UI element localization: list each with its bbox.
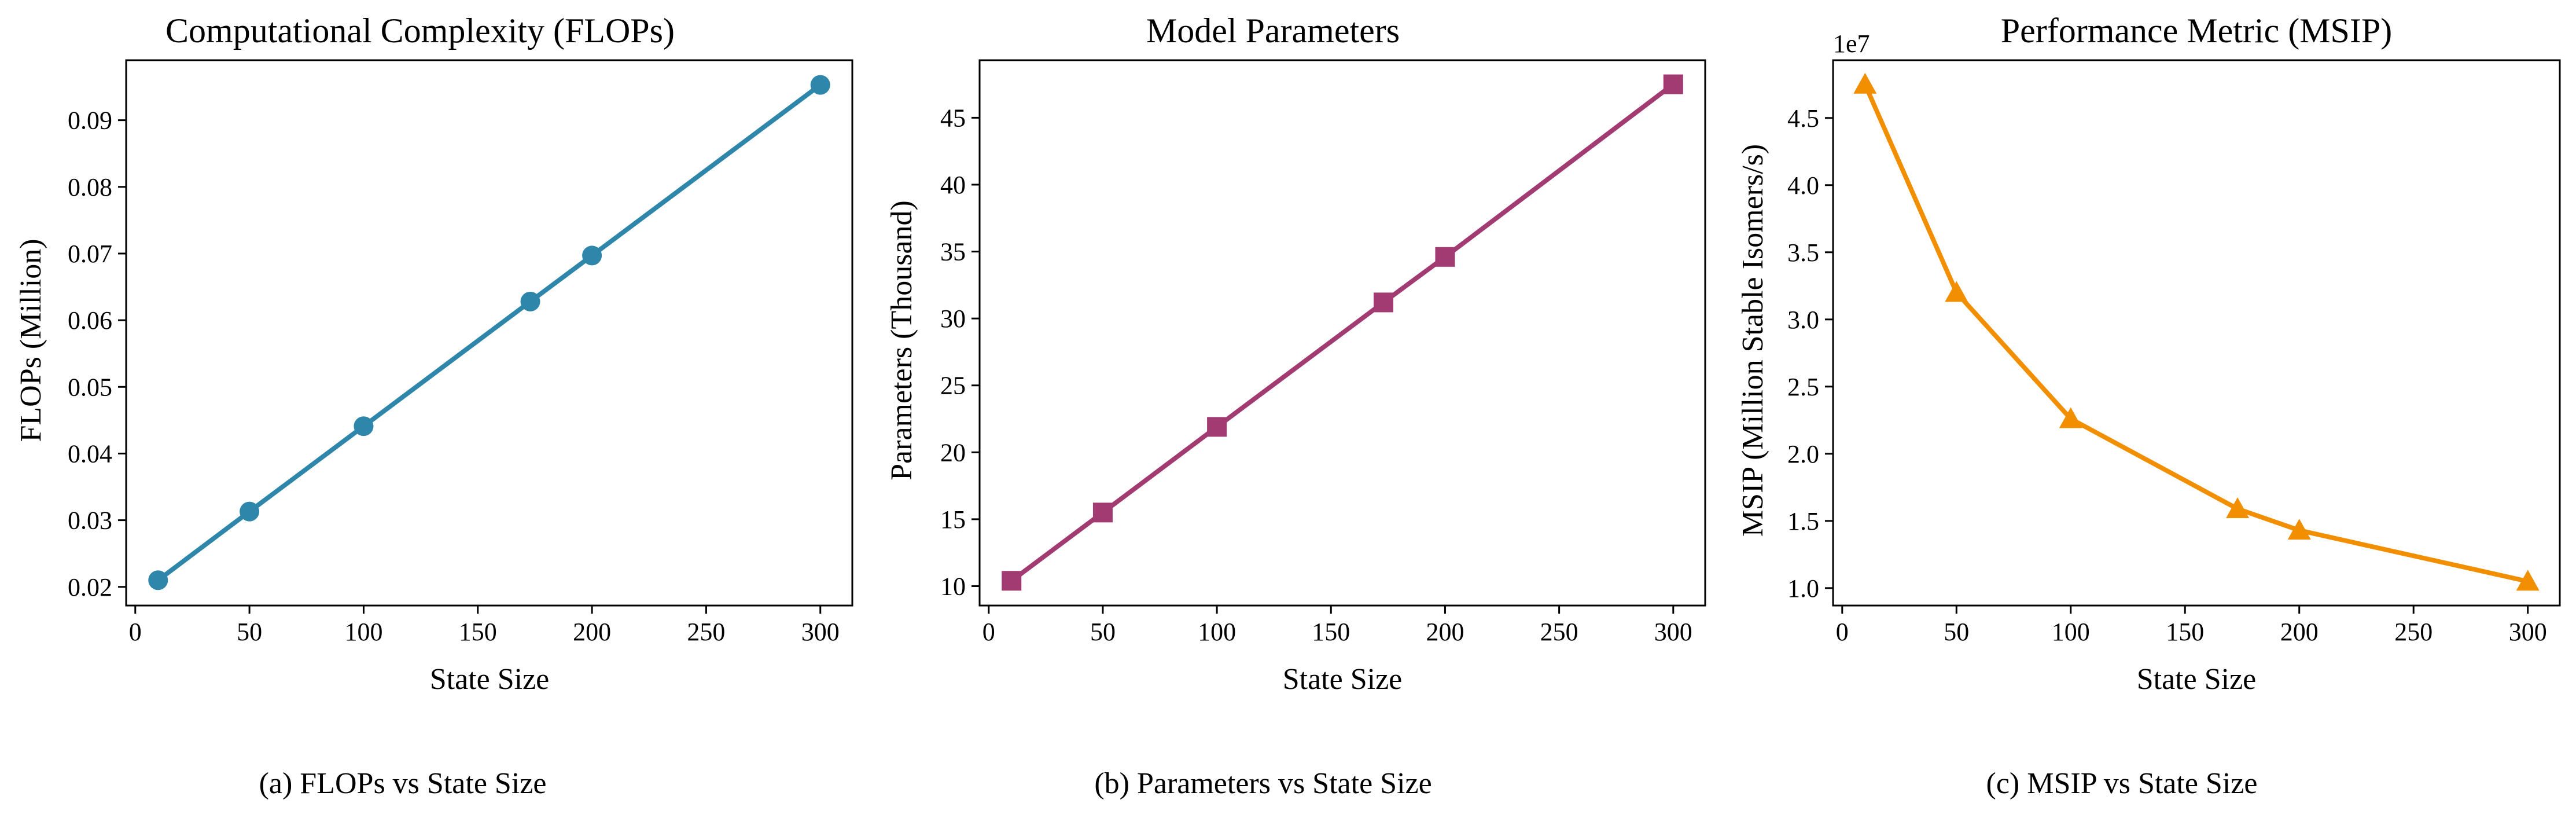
panel-c-xtick-label: 250 (2394, 618, 2433, 646)
panel-a-xtick-label: 50 (237, 618, 262, 646)
panel-a-axes-frame (125, 59, 853, 607)
panel-c-ytick-label: 1.0 (1787, 574, 1819, 603)
panel-b: Model Parameters 0 50 100 150 200 250 300 10 15 2… (885, 12, 1706, 800)
panel-b-caption: (b) Parameters vs State Size (1094, 767, 1431, 800)
panel-a-ytick-label: 0.06 (68, 306, 112, 335)
panel-a-xtick-label: 100 (344, 618, 382, 646)
panel-b-title: Model Parameters (1146, 12, 1400, 50)
panel-b-data-point (1373, 292, 1393, 313)
panel-a-ytick-label: 0.04 (68, 439, 112, 468)
panel-c-ytick-label: 2.5 (1787, 373, 1819, 401)
panel-c-ytick-label: 3.0 (1787, 306, 1819, 334)
panel-a-xtick-label: 200 (573, 618, 611, 646)
panel-a-data-point (240, 501, 260, 522)
panel-a-caption: (a) FLOPs vs State Size (259, 767, 547, 800)
panel-b-ytick-label: 35 (940, 238, 966, 266)
panel-c-xtick-label: 200 (2280, 618, 2319, 646)
panel-a-plot: 0 50 100 150 200 250 300 0.02 0.03 0.04 0.05 0.06 0.… (68, 59, 853, 646)
panel-a-data-point (582, 245, 602, 266)
panel-b-data-point (1435, 247, 1455, 267)
panel-c-xtick-label: 0 (1836, 618, 1849, 646)
panel-b-ytick-label: 40 (940, 171, 966, 199)
panel-c-ytick-label: 2.0 (1787, 440, 1819, 468)
panel-c: Performance Metric (MSIP) 0 50 100 150 200 25… (1736, 12, 2561, 800)
panel-b-xtick-label: 0 (982, 618, 995, 646)
panel-c-axes-frame (1832, 59, 2561, 607)
panel-b-axes-frame (978, 59, 1706, 607)
panel-b-xtick-label: 150 (1312, 618, 1350, 646)
panel-c-data-point (1945, 281, 1968, 302)
panel-a-ytick-label: 0.03 (68, 507, 112, 535)
panel-b-series-line (1010, 82, 1675, 583)
panel-b-data-point (1092, 502, 1113, 523)
panel-c-ytick-label: 4.5 (1787, 104, 1819, 133)
panel-b-ytick-label: 20 (940, 438, 966, 467)
panel-a-xtick-label: 150 (459, 618, 497, 646)
panel-c-data-point (2059, 407, 2082, 428)
panel-c-title: Performance Metric (MSIP) (2001, 12, 2392, 50)
panel-c-xtick-label: 150 (2166, 618, 2204, 646)
panel-c-xlabel: State Size (2137, 663, 2257, 696)
panel-b-ytick-label: 15 (940, 505, 966, 534)
panel-b-ytick-label: 25 (940, 372, 966, 400)
panel-a-data-point (520, 291, 540, 311)
panel-c-ylabel: MSIP (Million Stable Isomers/s) (1736, 144, 1769, 537)
panel-a-xtick-label: 0 (129, 618, 142, 646)
panel-c-plot: 0 50 100 150 200 250 300 1.0 1.5 2.0 2.5 3.0 3.5 4.0 4… (1787, 59, 2561, 646)
panel-a-data-point (354, 416, 374, 436)
panel-c-data-point (2287, 519, 2311, 540)
panel-b-data-point (1663, 74, 1683, 94)
panel-b-ytick-label: 45 (940, 104, 966, 132)
panel-a-ytick-label: 0.09 (68, 107, 112, 135)
panel-a-title: Computational Complexity (FLOPs) (165, 12, 675, 50)
panel-c-xtick-label: 50 (1944, 618, 1969, 646)
panel-a-ytick-label: 0.02 (68, 573, 112, 601)
panel-c-data-point (1853, 72, 1877, 94)
panel-c-xtick-label: 300 (2509, 618, 2547, 646)
panel-b-xlabel: State Size (1283, 663, 1403, 696)
panel-c-caption: (c) MSIP vs State Size (1986, 767, 2258, 800)
panel-b-data-point (1002, 571, 1022, 591)
panel-b-xtick-label: 100 (1198, 618, 1236, 646)
panel-b-plot: 0 50 100 150 200 250 300 10 15 20 25 30 35 40 45 (940, 59, 1706, 646)
panel-a-ytick-label: 0.07 (68, 240, 112, 268)
panel-c-data-point (2226, 497, 2250, 518)
panel-b-xtick-label: 200 (1426, 618, 1464, 646)
panel-a-ylabel: FLOPs (Million) (14, 239, 47, 442)
panel-a-data-point (148, 570, 168, 590)
panel-b-data-point (1207, 417, 1227, 437)
panel-c-ytick-label: 4.0 (1787, 171, 1819, 200)
panel-b-ylabel: Parameters (Thousand) (885, 200, 918, 480)
panel-b-ytick-label: 10 (940, 572, 966, 600)
panel-a-ytick-label: 0.08 (68, 173, 112, 201)
panel-a-ytick-label: 0.05 (68, 373, 112, 401)
panel-a-xlabel: State Size (430, 663, 550, 696)
panel-a-series-line (156, 83, 822, 582)
panel-b-ytick-label: 30 (940, 305, 966, 333)
panel-c-ytick-label: 3.5 (1787, 239, 1819, 267)
panel-b-xtick-label: 50 (1090, 618, 1116, 646)
panel-c-data-point (2516, 570, 2540, 591)
panel-a-xtick-label: 250 (687, 618, 725, 646)
panel-b-xtick-label: 250 (1540, 618, 1578, 646)
panel-c-series-line (1863, 83, 2529, 584)
panel-b-xtick-label: 300 (1654, 618, 1692, 646)
panel-c-xtick-label: 100 (2052, 618, 2090, 646)
panel-a-xtick-label: 300 (801, 618, 840, 646)
panel-c-offset-label: 1e7 (1833, 30, 1870, 58)
panel-a: Computational Complexity (FLOPs) 0 50 100 1… (14, 12, 853, 800)
panel-a-data-point (810, 75, 830, 95)
panel-c-ytick-label: 1.5 (1787, 507, 1819, 535)
